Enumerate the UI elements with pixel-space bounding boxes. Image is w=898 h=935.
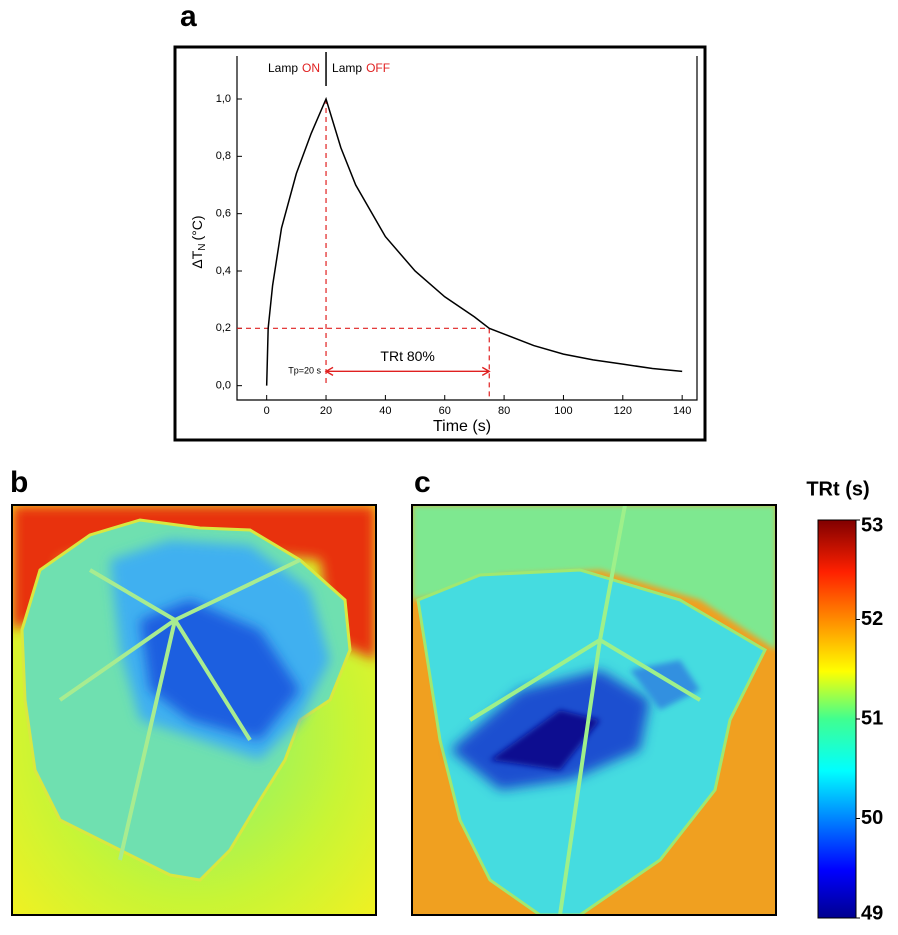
lamp-word: Lamp (332, 61, 362, 75)
lamp-label: Lamp OFF (332, 61, 390, 75)
y-tick-label: 0,2 (216, 322, 231, 334)
data-line (265, 96, 683, 386)
colorbar-tick-label: 52 (861, 608, 883, 630)
lamp-label: Lamp ON (268, 61, 320, 75)
lamp-state: OFF (366, 61, 390, 75)
x-tick-label: 60 (439, 405, 451, 417)
colorbar-tick-label: 50 (861, 807, 883, 829)
panel-label: b (10, 466, 28, 499)
x-tick-label: 40 (379, 405, 391, 417)
y-label-unit: (°C) (189, 215, 205, 240)
y-tick-label: 0,8 (216, 150, 231, 162)
panel-label: c (414, 466, 431, 499)
tp-label: Tp=20 s (288, 366, 321, 376)
y-tick-label: 0,4 (216, 265, 231, 277)
image-frame (411, 504, 777, 916)
colorbar-tick-label: 53 (861, 514, 883, 536)
thermal-image (12, 505, 376, 915)
image-frame (11, 504, 377, 916)
x-tick-label: 120 (614, 405, 632, 417)
x-tick-label: 140 (673, 405, 691, 417)
x-tick-label: 100 (554, 405, 572, 417)
y-axis-label: ΔTN (°C) (189, 215, 208, 268)
colorbar-tick-label: 49 (861, 902, 883, 924)
y-tick-label: 1,0 (216, 93, 231, 105)
trt-arrow (324, 366, 491, 376)
y-label-subscript: N (197, 243, 208, 250)
lamp-word: Lamp (268, 61, 298, 75)
axes (236, 56, 698, 401)
colorbar (817, 519, 857, 919)
x-axis-label: Time (s) (433, 418, 491, 435)
colorbar-tick-label: 51 (861, 707, 883, 729)
x-tick-label: 80 (498, 405, 510, 417)
x-tick-label: 20 (320, 405, 332, 417)
panel-label: a (180, 0, 197, 33)
y-label-symbol: ΔT (189, 250, 205, 268)
y-tick-label: 0,6 (216, 208, 231, 220)
thermal-image (412, 505, 776, 915)
colorbar-title: TRt (s) (806, 478, 869, 500)
trt-label: TRt 80% (380, 348, 434, 364)
lamp-state: ON (302, 61, 320, 75)
x-tick-label: 0 (264, 405, 270, 417)
y-tick-label: 0,0 (216, 380, 231, 392)
panel-frame (173, 45, 707, 442)
